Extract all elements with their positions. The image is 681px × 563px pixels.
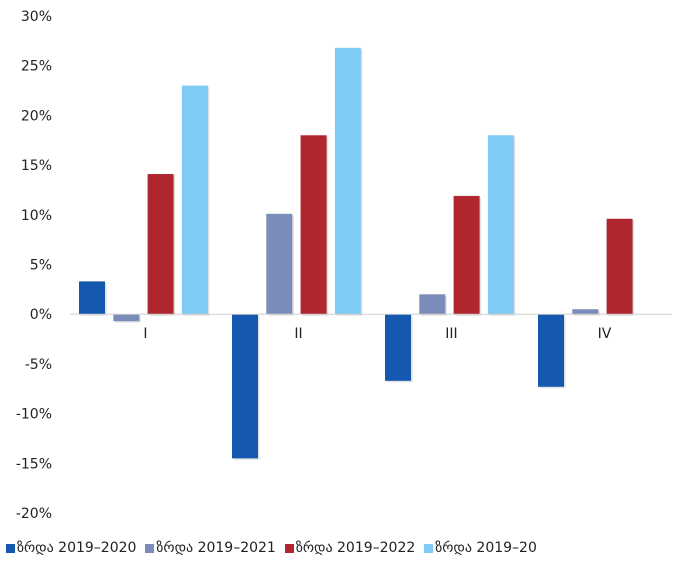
bars: [79, 47, 635, 460]
bar-II-series-2: [266, 213, 293, 315]
y-tick-label: 10%: [21, 208, 52, 224]
bar-III-series-3: [453, 195, 480, 315]
legend-item: ზრდა 2019–2021: [145, 540, 276, 556]
legend-item: ზრდა 2019–2020: [6, 540, 136, 556]
bar-IV-series-1: [538, 314, 564, 387]
legend-label: ზრდა 2019–2021: [156, 540, 276, 556]
bar-II-series-1: [232, 314, 258, 459]
legend-label: ზრდა 2019–20: [435, 540, 537, 556]
legend-label: ზრდა 2019–2020: [17, 540, 137, 556]
x-tick-label: I: [143, 326, 147, 342]
bar-III-series-1: [385, 314, 411, 381]
x-tick-label: III: [445, 326, 457, 342]
y-tick-label: 5%: [30, 258, 52, 274]
bar-II-series-4: [334, 47, 361, 315]
bar-I-series-4: [181, 85, 208, 315]
bar-I-series-3: [147, 174, 174, 315]
legend-item: ზრდა 2019–20: [424, 540, 537, 556]
y-tick-label: 15%: [21, 158, 52, 174]
y-tick-label: -20%: [16, 506, 52, 522]
y-tick-label: -10%: [16, 407, 52, 423]
bar-III-series-2: [419, 294, 446, 315]
bar-IV-series-2: [572, 309, 599, 315]
y-tick-label: -5%: [25, 357, 52, 373]
y-tick-label: 30%: [21, 9, 52, 25]
y-axis: 30% 25% 20% 15% 10% 5% 0% -5% -10% -15% -20%: [16, 9, 52, 522]
legend-swatch: [6, 543, 15, 553]
y-tick-label: 20%: [21, 108, 52, 124]
x-axis: I II III IV: [143, 326, 611, 342]
legend-swatch: [145, 543, 155, 553]
bar-III-series-4: [487, 135, 514, 315]
legend-swatch: [284, 543, 294, 553]
legend-swatch: [424, 543, 434, 553]
legend-label: ზრდა 2019–2022: [295, 540, 416, 556]
x-tick-label: IV: [598, 326, 612, 342]
y-tick-label: -15%: [16, 456, 52, 472]
y-tick-label: 25%: [21, 59, 52, 75]
bar-I-series-1: [79, 281, 105, 315]
bar-I-series-2: [113, 314, 140, 322]
y-tick-label: 0%: [30, 307, 52, 323]
legend: ზრდა 2019–2020 ზრდა 2019–2021 ზრდა 2019–20…: [6, 540, 546, 556]
bar-IV-series-3: [606, 218, 633, 315]
bar-II-series-3: [300, 135, 327, 315]
chart: 30%25%20%15%10%5%0%-5%-10%-15%-20% I II II…: [16, 9, 672, 522]
legend-item: ზრდა 2019–2022: [284, 540, 416, 556]
x-tick-label: II: [294, 326, 302, 342]
